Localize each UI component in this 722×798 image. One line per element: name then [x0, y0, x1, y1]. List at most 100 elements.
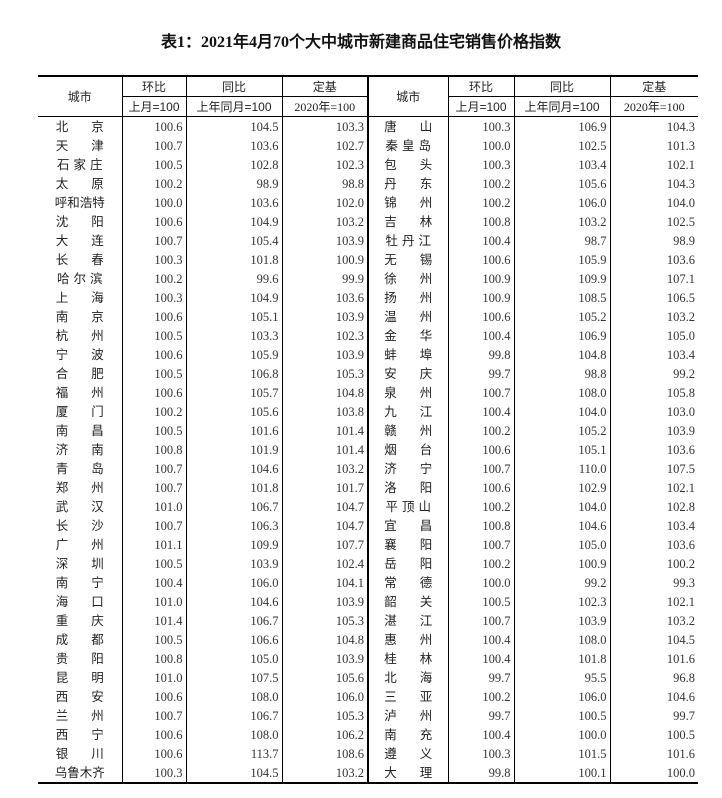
subheader-mom-left: 上月=100: [121, 96, 186, 117]
city-cell: 呼和浩特: [38, 193, 122, 212]
city-cell: 南充: [367, 725, 448, 744]
base-value: 96.8: [609, 668, 698, 687]
header-base-right: 定基: [609, 75, 698, 97]
base-value: 101.6: [609, 649, 698, 668]
yoy-value: 106.9: [513, 326, 610, 345]
mom-value: 100.7: [447, 535, 514, 554]
city-cell: 南宁: [38, 573, 122, 592]
base-value: 104.7: [281, 516, 368, 535]
city-name: 北京: [55, 119, 104, 134]
base-value: 99.2: [609, 364, 698, 383]
city-cell: 湛江: [367, 611, 448, 630]
mom-value: 100.5: [121, 155, 186, 174]
base-value: 103.6: [609, 250, 698, 269]
base-value: 107.1: [609, 269, 698, 288]
city-cell: 郑州: [38, 478, 122, 497]
base-value: 104.5: [609, 630, 698, 649]
mom-value: 100.4: [447, 231, 514, 250]
city-name: 济宁: [384, 461, 433, 476]
base-value: 103.3: [281, 116, 368, 136]
yoy-value: 103.3: [185, 326, 282, 345]
yoy-value: 105.9: [513, 250, 610, 269]
table-row: 福州 100.6 105.7 104.8 泉州 100.7 108.0 105.8: [38, 383, 698, 402]
city-cell: 无锡: [367, 250, 448, 269]
base-value: 103.2: [609, 611, 698, 630]
city-cell: 长春: [38, 250, 122, 269]
mom-value: 100.8: [447, 212, 514, 231]
yoy-value: 105.6: [513, 174, 610, 193]
city-name: 赣州: [384, 423, 433, 438]
mom-value: 100.2: [447, 554, 514, 573]
yoy-value: 99.6: [185, 269, 282, 288]
city-cell: 北京: [38, 117, 122, 137]
base-value: 104.6: [609, 687, 698, 706]
yoy-value: 104.6: [513, 516, 610, 535]
base-value: 106.2: [281, 725, 368, 744]
mom-value: 100.7: [121, 516, 186, 535]
base-value: 103.9: [281, 231, 368, 250]
mom-value: 101.4: [121, 611, 186, 630]
mom-value: 100.2: [121, 402, 186, 421]
city-cell: 烟台: [367, 440, 448, 459]
city-name: 桂林: [384, 651, 433, 666]
city-cell: 锦州: [367, 193, 448, 212]
base-value: 103.8: [281, 402, 368, 421]
mom-value: 99.7: [447, 668, 514, 687]
city-cell: 大理: [367, 763, 448, 784]
city-name: 郑州: [55, 480, 104, 495]
city-cell: 南京: [38, 307, 122, 326]
base-value: 100.0: [609, 763, 698, 784]
base-value: 105.3: [281, 364, 368, 383]
mom-value: 100.5: [447, 592, 514, 611]
base-value: 103.0: [609, 402, 698, 421]
table-row: 南宁 100.4 106.0 104.1 常德 100.0 99.2 99.3: [38, 573, 698, 592]
city-cell: 牡丹江: [367, 231, 448, 250]
yoy-value: 104.9: [185, 288, 282, 307]
yoy-value: 104.0: [513, 402, 610, 421]
subheader-base-left: 2020年=100: [281, 96, 368, 117]
mom-value: 101.0: [121, 592, 186, 611]
yoy-value: 105.7: [185, 383, 282, 402]
table-row: 厦门 100.2 105.6 103.8 九江 100.4 104.0 103.0: [38, 402, 698, 421]
mom-value: 101.1: [121, 535, 186, 554]
mom-value: 100.5: [121, 326, 186, 345]
city-cell: 太原: [38, 174, 122, 193]
table-row: 石家庄 100.5 102.8 102.3 包头 100.3 103.4 102.1: [38, 155, 698, 174]
mom-value: 100.3: [447, 155, 514, 174]
table-row: 天津 100.7 103.6 102.7 秦皇岛 100.0 102.5 101.3: [38, 136, 698, 155]
yoy-value: 105.4: [185, 231, 282, 250]
yoy-value: 103.6: [185, 136, 282, 155]
table-row: 武汉 101.0 106.7 104.7 平顶山 100.2 104.0 102.8: [38, 497, 698, 516]
yoy-value: 100.9: [513, 554, 610, 573]
city-cell: 宁波: [38, 345, 122, 364]
city-cell: 西安: [38, 687, 122, 706]
city-name: 湛江: [384, 613, 433, 628]
mom-value: 99.8: [447, 763, 514, 784]
city-name: 金华: [384, 328, 433, 343]
city-name: 平顶山: [385, 499, 435, 514]
city-cell: 福州: [38, 383, 122, 402]
city-cell: 惠州: [367, 630, 448, 649]
base-value: 103.9: [281, 307, 368, 326]
base-value: 107.7: [281, 535, 368, 554]
yoy-value: 103.2: [513, 212, 610, 231]
yoy-value: 106.6: [185, 630, 282, 649]
yoy-value: 104.5: [185, 763, 282, 784]
city-name: 唐山: [384, 119, 433, 134]
yoy-value: 108.0: [513, 383, 610, 402]
mom-value: 100.2: [121, 269, 186, 288]
mom-value: 100.4: [447, 725, 514, 744]
yoy-value: 106.0: [513, 193, 610, 212]
base-value: 104.8: [281, 630, 368, 649]
base-value: 102.1: [609, 592, 698, 611]
table-row: 南京 100.6 105.1 103.9 温州 100.6 105.2 103.2: [38, 307, 698, 326]
mom-value: 100.3: [447, 116, 514, 136]
mom-value: 100.5: [121, 630, 186, 649]
yoy-value: 98.8: [513, 364, 610, 383]
base-value: 104.3: [609, 116, 698, 136]
yoy-value: 103.9: [513, 611, 610, 630]
subheader-mom-right: 上月=100: [447, 96, 514, 117]
city-name: 丹东: [384, 176, 433, 191]
yoy-value: 110.0: [513, 459, 610, 478]
base-value: 104.1: [281, 573, 368, 592]
